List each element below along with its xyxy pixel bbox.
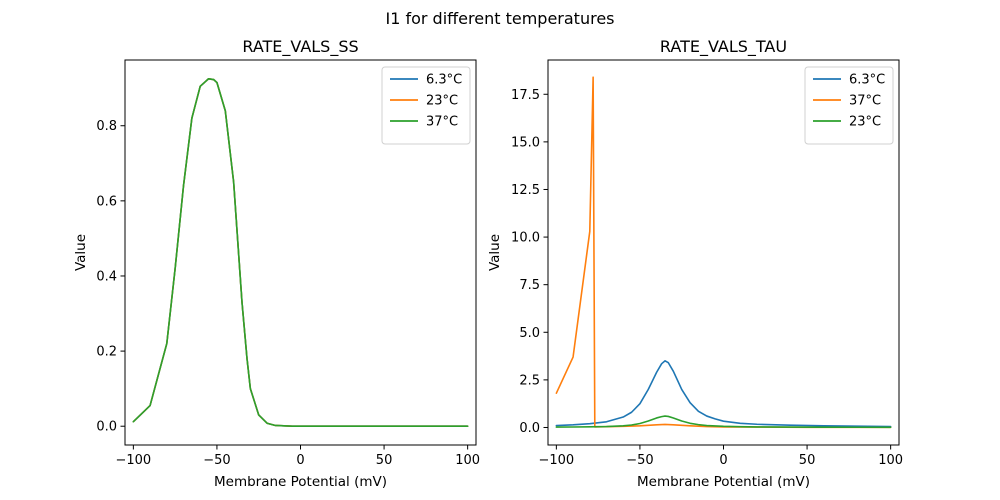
x-tick-label: 100 — [455, 453, 480, 468]
y-tick-label: 2.5 — [519, 373, 540, 388]
y-tick-label: 5.0 — [519, 326, 540, 341]
legend-label: 6.3°C — [426, 73, 462, 88]
x-tick-label: 0 — [719, 453, 727, 468]
y-tick-label: 0.8 — [96, 119, 117, 134]
legend-frame — [804, 66, 894, 145]
y-tick-label: 15.0 — [511, 135, 540, 150]
x-tick-label: −100 — [115, 453, 151, 468]
y-tick-label: 0.4 — [96, 269, 117, 284]
chart-title: RATE_VALS_TAU — [660, 37, 787, 57]
legend-label: 37°C — [426, 115, 458, 130]
series-line-0 — [555, 360, 892, 428]
series-line-2 — [132, 77, 469, 428]
x-tick-label: 50 — [799, 453, 816, 468]
legend-label: 6.3°C — [849, 73, 885, 88]
chart-title: RATE_VALS_SS — [242, 37, 358, 57]
x-axis-label: Membrane Potential (mV) — [214, 474, 387, 490]
legend-label: 37°C — [849, 94, 881, 109]
x-axis-label: Membrane Potential (mV) — [637, 474, 810, 490]
y-tick-label: 10.0 — [511, 231, 540, 246]
y-tick-label: 0.6 — [96, 194, 117, 209]
chart-panel-ss: RATE_VALS_SS −100 −50 0 50 100 0.0 0.2 0.4 0.6 0.… — [73, 37, 480, 490]
legend-label: 23°C — [849, 115, 881, 130]
y-tick-label: 7.5 — [519, 278, 540, 293]
legend: 6.3°C 37°C 23°C — [804, 66, 894, 145]
legend-frame — [381, 66, 471, 145]
chart-panel-tau: RATE_VALS_TAU −100 −50 0 50 100 0.0 2.5 5.0 7.5 1… — [487, 37, 903, 490]
x-tick-label: −50 — [626, 453, 653, 468]
y-tick-label: 0.0 — [96, 420, 117, 435]
series-line-2 — [555, 415, 892, 429]
y-tick-label: 0.0 — [519, 421, 540, 436]
y-tick-label: 0.2 — [96, 345, 117, 360]
legend: 6.3°C 23°C 37°C — [381, 66, 471, 145]
legend-label: 23°C — [426, 94, 458, 109]
figure-suptitle: I1 for different temperatures — [385, 9, 614, 28]
y-tick-label: 12.5 — [511, 183, 540, 198]
y-tick-label: 17.5 — [511, 88, 540, 103]
x-tick-label: −50 — [203, 453, 230, 468]
x-tick-label: −100 — [538, 453, 574, 468]
x-tick-label: 100 — [878, 453, 903, 468]
y-axis-label: Value — [73, 234, 89, 271]
x-tick-label: 0 — [296, 453, 304, 468]
x-tick-label: 50 — [376, 453, 393, 468]
y-axis-label: Value — [487, 234, 503, 271]
